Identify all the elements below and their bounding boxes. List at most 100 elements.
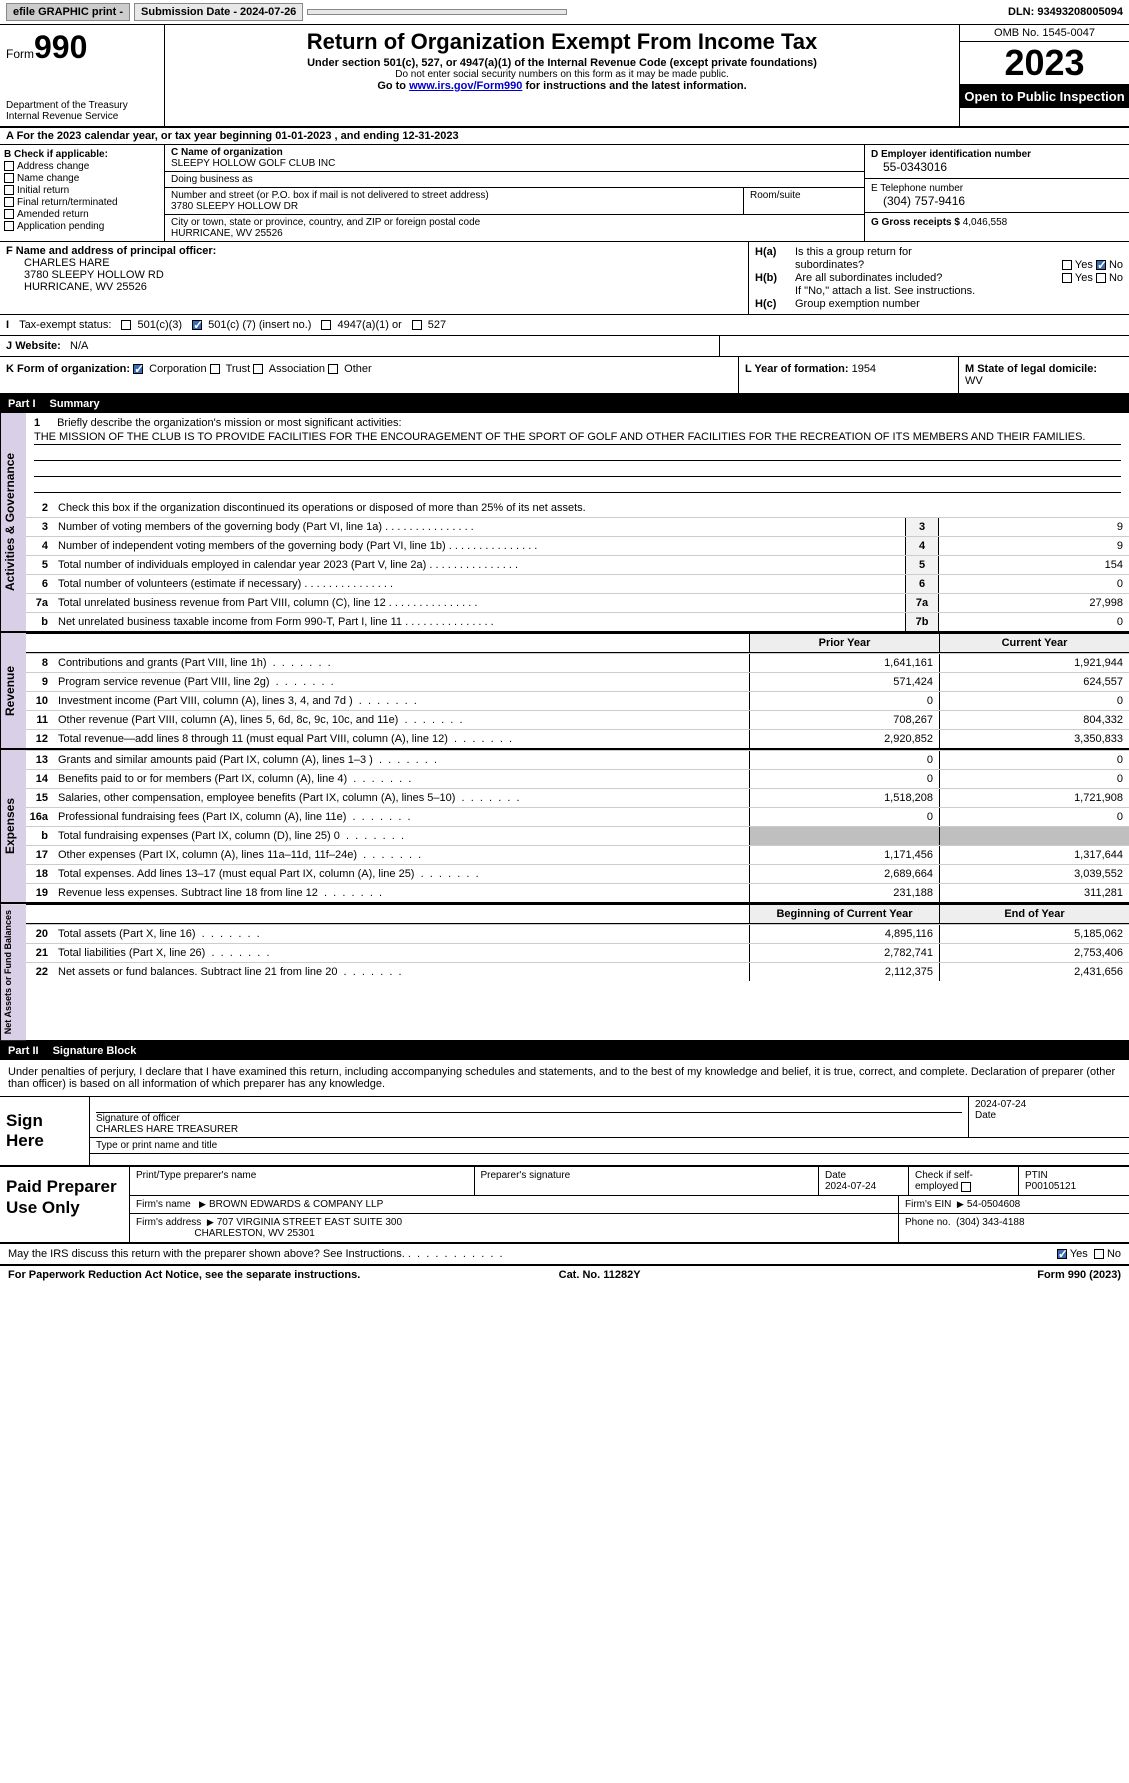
row-l-year: L Year of formation: 1954 bbox=[739, 357, 959, 393]
h-b-label: H(b) bbox=[755, 272, 795, 284]
part-2-title: Signature Block bbox=[53, 1045, 137, 1057]
cb-amended-return[interactable]: Amended return bbox=[4, 209, 160, 220]
firm-name-label: Firm's name bbox=[136, 1199, 191, 1210]
cb-corp[interactable]: Corporation bbox=[133, 363, 207, 375]
hdr-prior-year: Prior Year bbox=[749, 634, 939, 652]
city-label: City or town, state or province, country… bbox=[171, 217, 858, 228]
part-1-num: Part I bbox=[8, 398, 36, 410]
prep-selfemp[interactable]: Check if self-employed bbox=[909, 1167, 1019, 1195]
discuss-no[interactable]: No bbox=[1094, 1248, 1121, 1260]
subtitle-1: Under section 501(c), 527, or 4947(a)(1)… bbox=[173, 57, 951, 69]
org-name-label: C Name of organization bbox=[171, 147, 858, 158]
line-8: 8Contributions and grants (Part VIII, li… bbox=[26, 653, 1129, 672]
firm-addr-label: Firm's address bbox=[136, 1217, 201, 1228]
footer-cat: Cat. No. 11282Y bbox=[559, 1269, 641, 1281]
cb-name-change[interactable]: Name change bbox=[4, 173, 160, 184]
col-b-title: B Check if applicable: bbox=[4, 149, 160, 160]
cb-address-change[interactable]: Address change bbox=[4, 161, 160, 172]
officer-city: HURRICANE, WV 25526 bbox=[6, 281, 742, 293]
discuss-row: May the IRS discuss this return with the… bbox=[0, 1244, 1129, 1266]
part-1-header: Part I Summary bbox=[0, 395, 1129, 413]
section-bcd: B Check if applicable: Address change Na… bbox=[0, 145, 1129, 242]
row-j-label: J bbox=[6, 340, 12, 352]
cb-501c[interactable]: 501(c) (7) (insert no.) bbox=[192, 319, 311, 331]
h-b-yes[interactable]: Yes bbox=[1062, 272, 1093, 284]
street-value: 3780 SLEEPY HOLLOW DR bbox=[171, 201, 737, 212]
col-b-checkboxes: B Check if applicable: Address change Na… bbox=[0, 145, 165, 241]
line-17: 17Other expenses (Part IX, column (A), l… bbox=[26, 845, 1129, 864]
row-i-text: Tax-exempt status: bbox=[19, 319, 111, 331]
row-j-value: N/A bbox=[70, 340, 88, 352]
sig-date-label: Date bbox=[975, 1110, 1123, 1121]
prep-date-value: 2024-07-24 bbox=[825, 1181, 876, 1192]
officer-label: F Name and address of principal officer: bbox=[6, 245, 742, 257]
h-a-yes[interactable]: Yes bbox=[1062, 259, 1093, 271]
line-b: bTotal fundraising expenses (Part IX, co… bbox=[26, 826, 1129, 845]
h-c-label: H(c) bbox=[755, 298, 795, 310]
cb-other[interactable]: Other bbox=[328, 363, 372, 375]
cb-final-return[interactable]: Final return/terminated bbox=[4, 197, 160, 208]
officer-street: 3780 SLEEPY HOLLOW RD bbox=[6, 269, 742, 281]
expenses-block: Expenses 13Grants and similar amounts pa… bbox=[0, 750, 1129, 904]
cb-trust[interactable]: Trust bbox=[210, 363, 251, 375]
discuss-text: May the IRS discuss this return with the… bbox=[8, 1248, 405, 1260]
paid-preparer-block: Paid Preparer Use Only Print/Type prepar… bbox=[0, 1167, 1129, 1244]
page-footer: For Paperwork Reduction Act Notice, see … bbox=[0, 1266, 1129, 1284]
city-value: HURRICANE, WV 25526 bbox=[171, 228, 858, 239]
firm-name: BROWN EDWARDS & COMPANY LLP bbox=[199, 1199, 383, 1210]
subtitle-3: Go to www.irs.gov/Form990 for instructio… bbox=[173, 80, 951, 92]
spacer-chip bbox=[307, 9, 567, 15]
col-f-officer: F Name and address of principal officer:… bbox=[0, 242, 749, 314]
subtitle-2: Do not enter social security numbers on … bbox=[173, 69, 951, 80]
discuss-yes[interactable]: Yes bbox=[1057, 1248, 1088, 1260]
submission-chip: Submission Date - 2024-07-26 bbox=[134, 3, 303, 21]
side-label-ag: Activities & Governance bbox=[0, 413, 26, 631]
officer-name: CHARLES HARE bbox=[6, 257, 742, 269]
part-1-title: Summary bbox=[50, 398, 100, 410]
org-name: SLEEPY HOLLOW GOLF CLUB INC bbox=[171, 158, 858, 169]
sign-here-block: Sign Here Signature of officer CHARLES H… bbox=[0, 1097, 1129, 1167]
sig-officer-label: Signature of officer bbox=[96, 1113, 962, 1124]
ag-line-3: 3Number of voting members of the governi… bbox=[26, 517, 1129, 536]
h-b-note: If "No," attach a list. See instructions… bbox=[795, 285, 1123, 297]
line-13: 13Grants and similar amounts paid (Part … bbox=[26, 750, 1129, 769]
cb-527[interactable]: 527 bbox=[412, 319, 446, 331]
row-k-form-org: K Form of organization: Corporation Trus… bbox=[0, 357, 739, 393]
h-b-no[interactable]: No bbox=[1096, 272, 1123, 284]
prep-name-label: Print/Type preparer's name bbox=[130, 1167, 475, 1195]
firm-phone-label: Phone no. bbox=[905, 1217, 951, 1228]
irs-link[interactable]: www.irs.gov/Form990 bbox=[409, 80, 522, 92]
prep-date-label: Date bbox=[825, 1170, 846, 1181]
line-14: 14Benefits paid to or for members (Part … bbox=[26, 769, 1129, 788]
open-to-public: Open to Public Inspection bbox=[960, 85, 1129, 108]
line-16a: 16aProfessional fundraising fees (Part I… bbox=[26, 807, 1129, 826]
col-c-org-info: C Name of organization SLEEPY HOLLOW GOL… bbox=[165, 145, 864, 241]
ein-value: 55-0343016 bbox=[871, 160, 1123, 174]
sig-date-value: 2024-07-24 bbox=[975, 1099, 1123, 1110]
ag-line-7a: 7aTotal unrelated business revenue from … bbox=[26, 593, 1129, 612]
line-9: 9Program service revenue (Part VIII, lin… bbox=[26, 672, 1129, 691]
line-19: 19Revenue less expenses. Subtract line 1… bbox=[26, 883, 1129, 902]
top-bar: efile GRAPHIC print - Submission Date - … bbox=[0, 0, 1129, 25]
ein-label: D Employer identification number bbox=[871, 149, 1123, 160]
firm-ein: 54-0504608 bbox=[957, 1199, 1020, 1210]
paid-preparer-label: Paid Preparer Use Only bbox=[0, 1167, 130, 1242]
cb-501c3[interactable]: 501(c)(3) bbox=[121, 319, 182, 331]
firm-ein-label: Firm's EIN bbox=[905, 1199, 951, 1210]
h-a-label: H(a) bbox=[755, 246, 795, 258]
cb-assoc[interactable]: Association bbox=[253, 363, 325, 375]
tel-label: E Telephone number bbox=[871, 183, 1123, 194]
cb-4947[interactable]: 4947(a)(1) or bbox=[321, 319, 401, 331]
cb-app-pending[interactable]: Application pending bbox=[4, 221, 160, 232]
ag-line-6: 6Total number of volunteers (estimate if… bbox=[26, 574, 1129, 593]
line-15: 15Salaries, other compensation, employee… bbox=[26, 788, 1129, 807]
row-j-website: J Website: N/A bbox=[0, 336, 1129, 357]
ag-line-b: bNet unrelated business taxable income f… bbox=[26, 612, 1129, 631]
efile-chip[interactable]: efile GRAPHIC print - bbox=[6, 3, 130, 21]
ag-line-4: 4Number of independent voting members of… bbox=[26, 536, 1129, 555]
cb-initial-return[interactable]: Initial return bbox=[4, 185, 160, 196]
dba-label: Doing business as bbox=[171, 174, 858, 185]
tax-year: 2023 bbox=[960, 42, 1129, 85]
sig-officer-name: CHARLES HARE TREASURER bbox=[96, 1124, 962, 1135]
h-a-no[interactable]: No bbox=[1096, 259, 1123, 271]
